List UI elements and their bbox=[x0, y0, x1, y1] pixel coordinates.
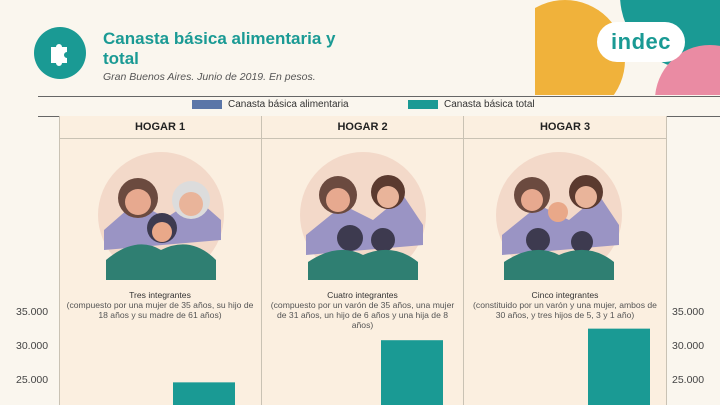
family-illustration bbox=[496, 152, 622, 280]
y-tick-label: 35.000 bbox=[672, 306, 705, 318]
brand-shape-orange bbox=[535, 0, 625, 95]
column-divider bbox=[463, 116, 464, 405]
caption-detail: (constituido por un varón y una mujer, a… bbox=[473, 300, 657, 320]
divider-column-heads bbox=[59, 138, 666, 139]
divider-top bbox=[38, 96, 720, 97]
legend-swatch-alimentaria bbox=[192, 100, 222, 109]
legend-item-alimentaria: Canasta básica alimentaria bbox=[192, 99, 349, 110]
legend-label-total: Canasta básica total bbox=[444, 99, 535, 110]
caption-detail: (compuesto por una mujer de 35 años, su … bbox=[66, 300, 254, 320]
column-title-hogar-3: HOGAR 3 bbox=[539, 121, 591, 133]
legend: Canasta básica alimentaria Canasta básic… bbox=[0, 99, 720, 115]
column-title-hogar-2: HOGAR 2 bbox=[337, 121, 388, 133]
brand-area: indec bbox=[535, 0, 720, 95]
legend-item-total: Canasta básica total bbox=[408, 99, 535, 110]
indec-logo: indec bbox=[597, 22, 685, 62]
caption-hogar-2: Cuatro integrantes (compuesto por un var… bbox=[267, 290, 458, 330]
bar-total-hogar-1 bbox=[173, 382, 235, 405]
caption-integrantes: Cinco integrantes bbox=[531, 290, 599, 300]
header: Canasta básica alimentaria y total Gran … bbox=[0, 0, 720, 95]
page-title: Canasta básica alimentaria y total bbox=[103, 29, 336, 68]
brand-shape-pink bbox=[655, 45, 720, 95]
caption-hogar-3: Cinco integrantes (constituido por un va… bbox=[469, 290, 661, 320]
y-tick-label: 35.000 bbox=[16, 306, 49, 318]
page-subtitle: Gran Buenos Aires. Junio de 2019. En pes… bbox=[103, 71, 316, 83]
caption-detail: (compuesto por un varón de 35 años, una … bbox=[270, 300, 455, 330]
legend-swatch-total bbox=[408, 100, 438, 109]
puzzle-icon bbox=[34, 27, 86, 79]
y-tick-label: 30.000 bbox=[16, 340, 49, 352]
column-title-hogar-1: HOGAR 1 bbox=[134, 121, 186, 133]
family-illustration bbox=[98, 152, 224, 280]
column-divider bbox=[261, 116, 262, 405]
family-illustration bbox=[300, 152, 426, 280]
legend-label-alimentaria: Canasta básica alimentaria bbox=[228, 99, 349, 110]
y-tick-label: 25.000 bbox=[16, 374, 49, 386]
bar-total-hogar-2 bbox=[381, 340, 443, 405]
caption-hogar-1: Tres integrantes (compuesto por una muje… bbox=[64, 290, 256, 320]
y-tick-label: 30.000 bbox=[672, 340, 705, 352]
caption-integrantes: Tres integrantes bbox=[129, 290, 191, 300]
column-divider bbox=[666, 116, 667, 405]
column-divider bbox=[59, 116, 60, 405]
bar-total-hogar-3 bbox=[588, 328, 650, 405]
caption-integrantes: Cuatro integrantes bbox=[327, 290, 398, 300]
y-tick-label: 25.000 bbox=[672, 374, 705, 386]
